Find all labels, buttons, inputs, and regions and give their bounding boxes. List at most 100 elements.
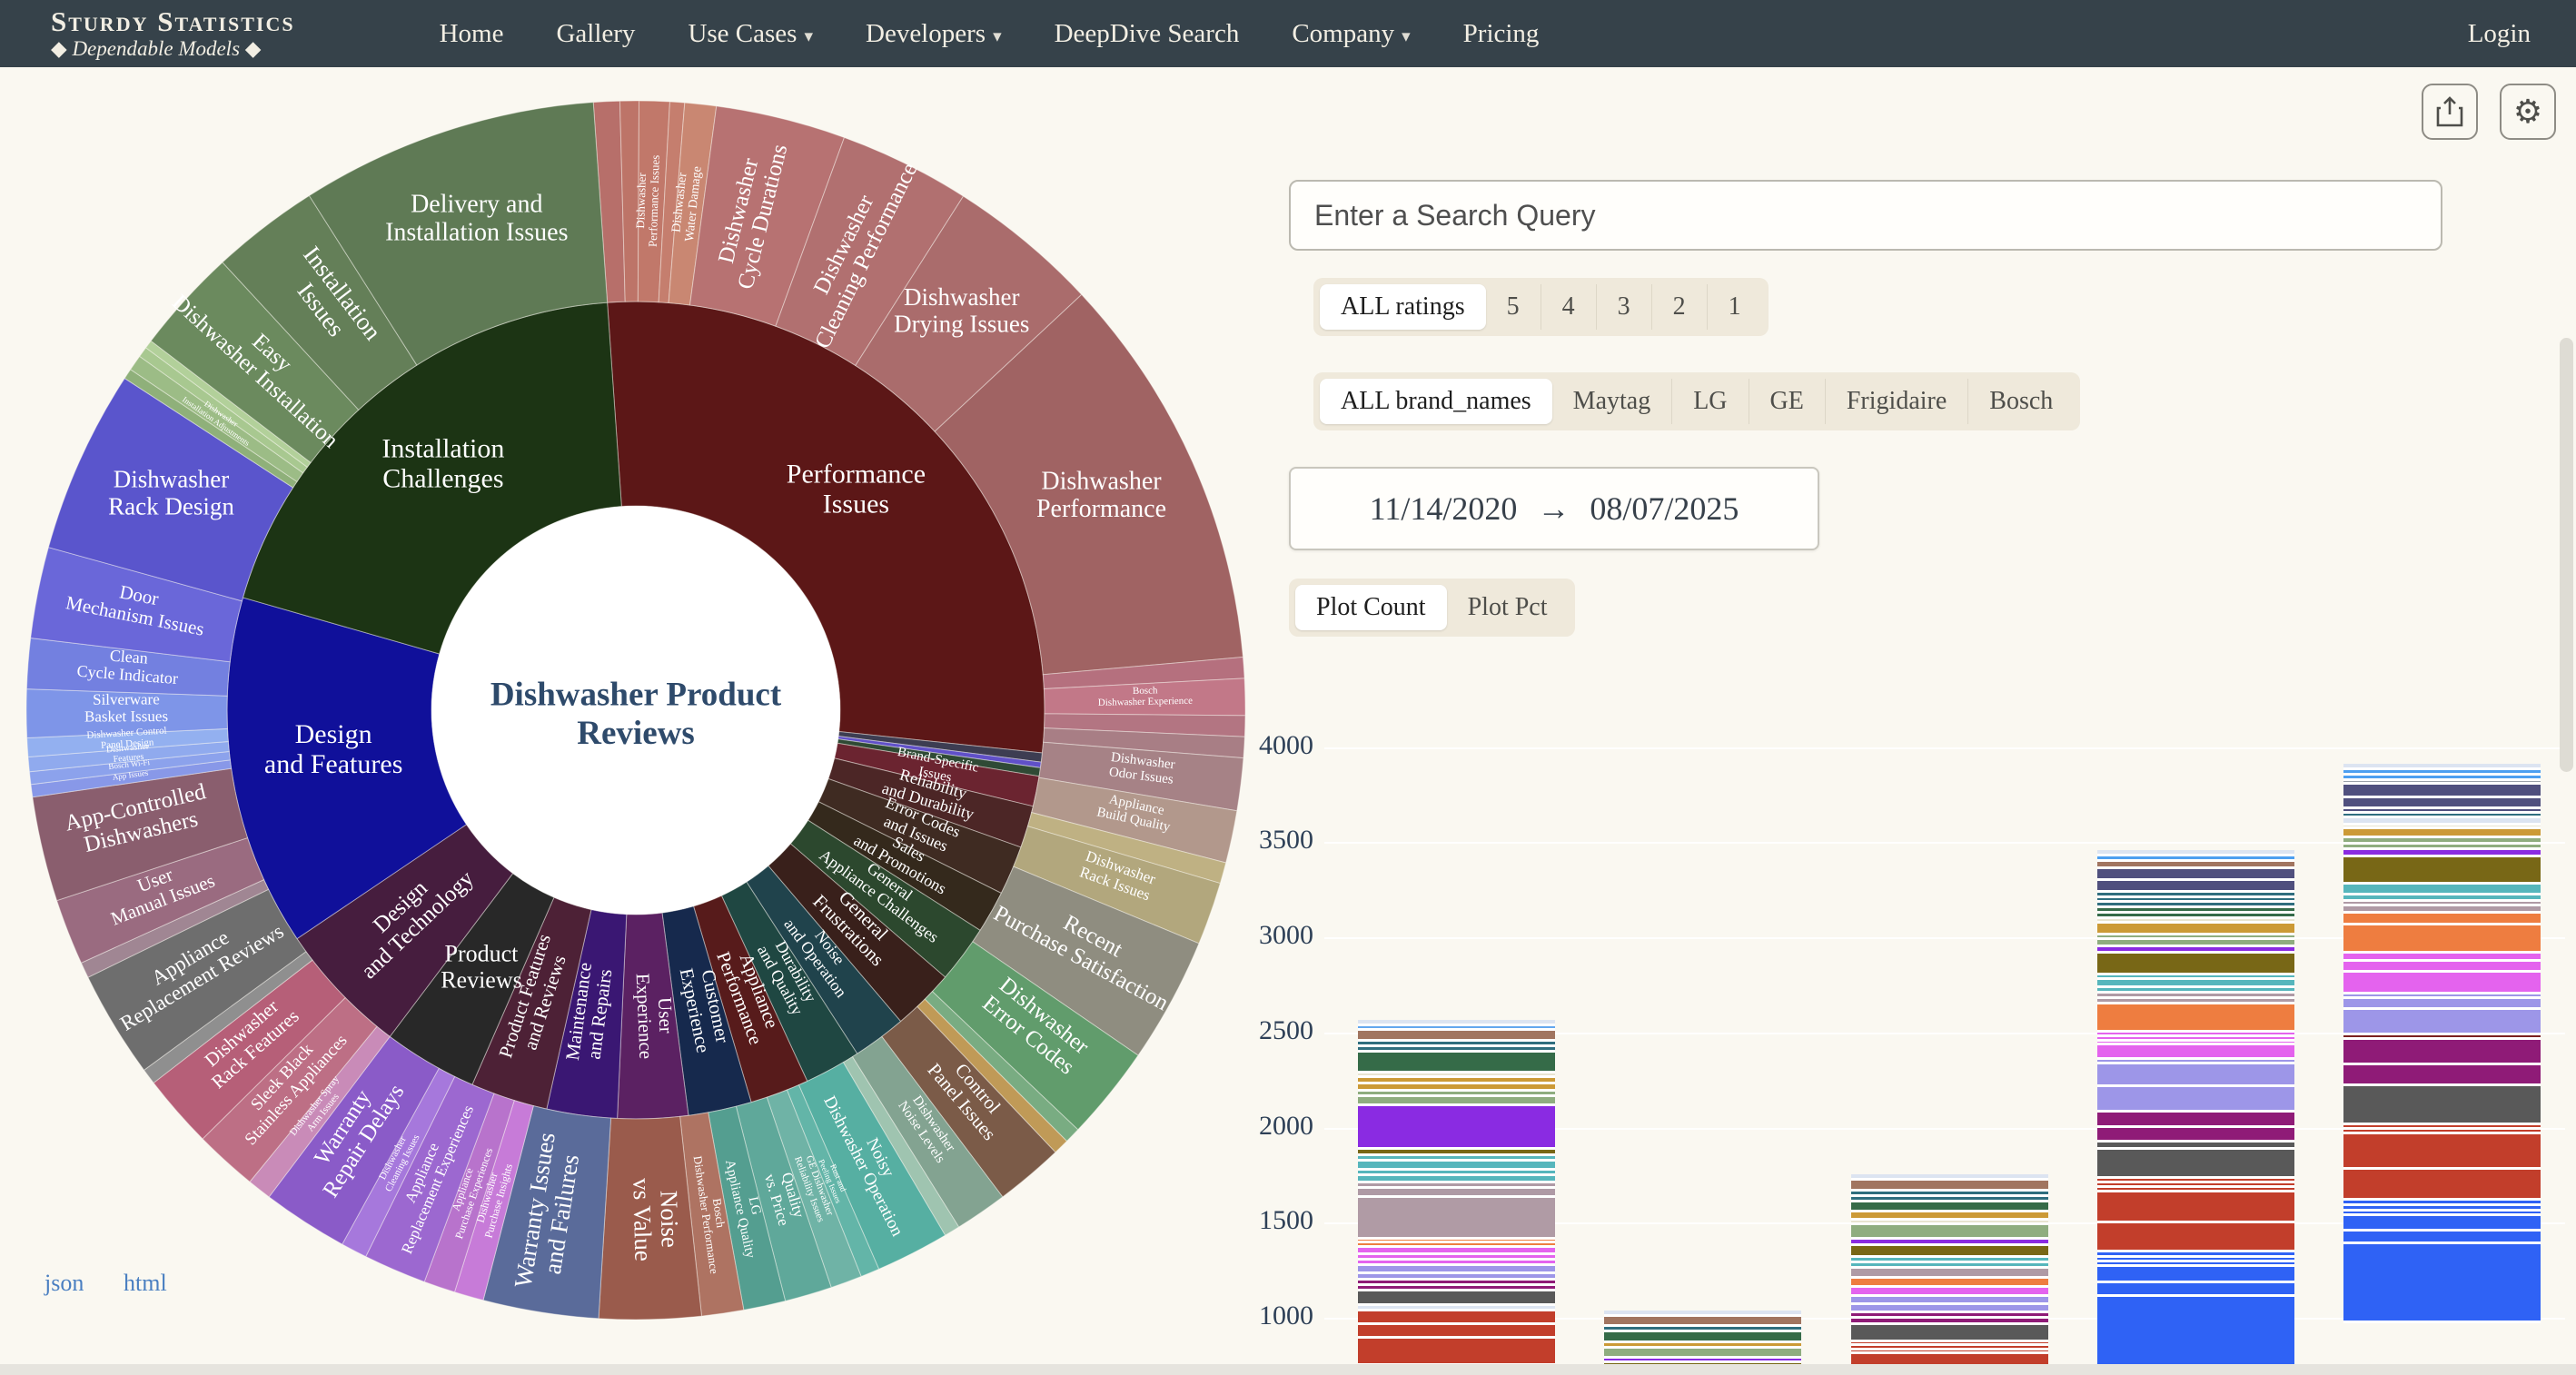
sunburst-segment-bosch-wi-fi[interactable] (28, 750, 231, 786)
sunburst-segment[interactable] (1043, 727, 1245, 759)
vertical-scrollbar[interactable] (2560, 338, 2573, 772)
sunburst-segment-bosch-dishwasher-experience[interactable] (1043, 678, 1246, 717)
sunburst-segment-dishwasher-noise-levels[interactable] (851, 1035, 1004, 1228)
sunburst-segment-dishwasher-water-damage[interactable] (668, 102, 718, 306)
nav-item-developers[interactable]: Developers ▾ (866, 18, 1002, 48)
sunburst-segment-dishwasher-performance-issues[interactable] (637, 100, 670, 303)
sunburst-segment-appliance-build-quality[interactable] (1031, 777, 1238, 864)
sunburst-segment-dishwasher-purchase-insights[interactable] (453, 1100, 534, 1301)
bar-segment-sage (1604, 1348, 1801, 1356)
bar-segment-orange (2343, 914, 2541, 924)
bar-segment-mauvegray (1851, 1268, 2048, 1277)
sunburst-segment-clean-cycle-indicator[interactable] (25, 637, 231, 697)
bar-segment-blue (2343, 1201, 2541, 1204)
rating-option-all-ratings[interactable]: ALL ratings (1320, 284, 1486, 330)
sunburst-segment-dishwasher-features[interactable] (27, 740, 230, 773)
bar-segment-orange (2343, 925, 2541, 951)
rating-option-3[interactable]: 3 (1595, 284, 1651, 330)
sunburst-segment-dishwasher-rack-issues[interactable] (1013, 826, 1221, 945)
brand-option-lg[interactable]: LG (1671, 379, 1748, 424)
sunburst-segment[interactable] (1026, 812, 1227, 885)
nav-item-deepdive-search[interactable]: DeepDive Search (1054, 18, 1240, 48)
bar-segment-red (1358, 1324, 1555, 1336)
date-range-picker[interactable]: 11/14/2020 → 08/07/2025 (1289, 467, 1819, 550)
html-link[interactable]: html (124, 1270, 167, 1296)
rating-option-1[interactable]: 1 (1706, 284, 1762, 330)
sunburst-segment-dishwasher-spray-arm-issues[interactable] (249, 1025, 391, 1198)
rating-option-5[interactable]: 5 (1486, 284, 1541, 330)
bar-segment-sage (1851, 1224, 2048, 1238)
sunburst-segment[interactable] (1044, 713, 1246, 737)
settings-button[interactable]: ⚙ (2500, 84, 2556, 140)
brand-option-all-brand-names[interactable]: ALL brand_names (1320, 379, 1552, 424)
share-button[interactable] (2422, 84, 2478, 140)
bar-segment-dkteal (2343, 814, 2541, 816)
nav-item-company[interactable]: Company ▾ (1292, 18, 1411, 48)
sunburst-segment-quality-vs-price[interactable] (735, 1096, 832, 1302)
brand-option-ge[interactable]: GE (1748, 379, 1825, 424)
nav-item-use-cases[interactable]: Use Cases ▾ (688, 18, 813, 48)
sunburst-segment-dishwasher-performance[interactable] (934, 293, 1243, 676)
sunburst-segment-appliance-replacement-experiences[interactable] (365, 1075, 495, 1282)
rating-option-4[interactable]: 4 (1540, 284, 1596, 330)
nav-item-gallery[interactable]: Gallery (556, 18, 636, 48)
bar-segment-teal (1358, 1175, 1555, 1182)
sunburst-center[interactable] (431, 506, 840, 915)
sunburst-segment[interactable] (916, 998, 1068, 1153)
login-button[interactable]: Login (2467, 18, 2531, 48)
gridline (1324, 842, 2565, 845)
sunburst-segment[interactable] (1042, 656, 1245, 689)
share-icon (2436, 96, 2463, 127)
sunburst-segment-ge-dishwasher-reliability-issues[interactable] (766, 1089, 862, 1289)
brand-option-bosch[interactable]: Bosch (1967, 379, 2074, 424)
json-link[interactable]: json (45, 1270, 84, 1296)
brand-option-maytag[interactable]: Maytag (1552, 379, 1672, 424)
sunburst-segment-dishwasher-rack-design[interactable] (47, 377, 294, 602)
sunburst-segment[interactable] (619, 100, 640, 302)
sunburst-segment[interactable] (658, 101, 686, 303)
nav-item-pricing[interactable]: Pricing (1462, 18, 1540, 48)
stacked-bar (2097, 850, 2294, 1375)
bar-segment-red (2097, 1192, 2294, 1222)
sunburst-segment[interactable] (139, 347, 308, 474)
sunburst-segment-user-manual-issues[interactable] (55, 836, 265, 964)
bar-segment-red (2097, 1179, 2294, 1181)
sunburst-segment[interactable] (842, 1055, 960, 1236)
rating-option-2[interactable]: 2 (1650, 284, 1707, 330)
bar-segment-teal (1358, 1171, 1555, 1173)
bar-segment-olive (1851, 1245, 2048, 1255)
sunburst-segment-appliance-purchase-experiences[interactable] (423, 1093, 515, 1293)
search-input[interactable] (1289, 180, 2442, 251)
sunburst-segment[interactable] (924, 991, 1079, 1143)
bar-segment-purple (1851, 1240, 2048, 1243)
sunburst-segment-delivery-and-installation-issues[interactable] (308, 102, 609, 366)
horizontal-scrollbar[interactable] (0, 1364, 2576, 1375)
bar-segment-dkmagenta (2097, 1112, 2294, 1126)
sunburst-segment[interactable] (592, 100, 626, 303)
sunburst-segment[interactable] (143, 951, 313, 1084)
bar-segment-red (2097, 1187, 2294, 1190)
sunburst-segment-bosch-dishwasher-performance[interactable] (679, 1112, 745, 1317)
stacked-bar (1358, 1020, 1555, 1375)
sunburst-segment-sleek-black-stainless-appliances[interactable] (202, 996, 378, 1182)
sunburst-segment-door-mechanism-issues[interactable] (30, 547, 243, 663)
plot-option-plot-count[interactable]: Plot Count (1295, 585, 1447, 630)
bar-segment-magenta (2097, 1041, 2294, 1044)
sunburst-segment-dishwasher-cleaning-issues[interactable] (342, 1067, 456, 1258)
gear-icon: ⚙ (2512, 94, 2543, 130)
bar-segment-red (1851, 1350, 2048, 1352)
y-axis-tick: 1500 (1259, 1205, 1313, 1236)
sunburst-segment-warranty-issues-and-failures[interactable] (482, 1105, 612, 1320)
sunburst-segment-appliance-replacement-reviews[interactable] (87, 888, 307, 1071)
plot-option-plot-pct[interactable]: Plot Pct (1447, 585, 1569, 630)
bar-segment-cap (1358, 1020, 1555, 1024)
brand-logo[interactable]: Sturdy Statistics ◆ Dependable Models ◆ (51, 7, 295, 60)
sunburst-segment-dishwasher-installation-adjustments[interactable] (130, 355, 304, 483)
sunburst-segment-dishwasher-odor-issues[interactable] (1038, 741, 1244, 812)
brand-option-frigidaire[interactable]: Frigidaire (1824, 379, 1967, 424)
sunburst-segment-recent-purchase-satisfaction[interactable] (972, 866, 1200, 1056)
bar-segment-cream (1358, 1073, 1555, 1075)
nav-item-home[interactable]: Home (439, 18, 504, 48)
bar-segment-blue (2097, 1267, 2294, 1281)
bar-segment-navyslate (2343, 808, 2541, 812)
